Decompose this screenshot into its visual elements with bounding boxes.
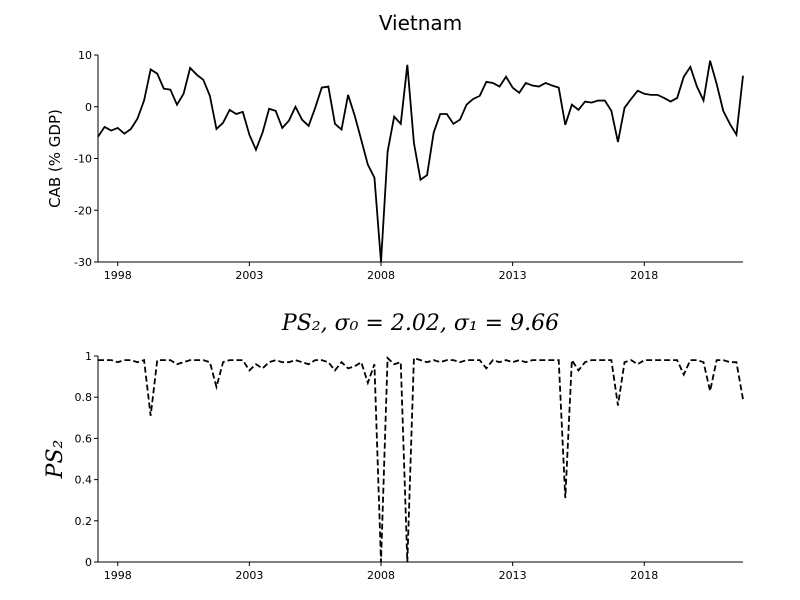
x-tick-label: 2013 xyxy=(499,569,527,582)
x-tick-label: 2008 xyxy=(367,269,395,282)
y-tick-label: 10 xyxy=(78,49,92,62)
data-line xyxy=(98,356,744,563)
x-tick-label: 1998 xyxy=(104,269,132,282)
y-tick-label: -20 xyxy=(74,204,92,217)
y-tick-label: -30 xyxy=(74,256,92,269)
x-tick-label: 2008 xyxy=(367,569,395,582)
x-tick-label: 1998 xyxy=(104,569,132,582)
y-tick-label: 0 xyxy=(85,556,92,569)
x-tick-label: 2003 xyxy=(235,569,263,582)
y-tick-label: 1 xyxy=(85,350,92,363)
y-tick-label: 0 xyxy=(85,101,92,114)
y-tick-label: 0.4 xyxy=(75,474,93,487)
x-tick-label: 2018 xyxy=(630,269,658,282)
y-tick-label: 0.2 xyxy=(75,515,93,528)
x-tick-label: 2013 xyxy=(499,269,527,282)
y-tick-label: 0.6 xyxy=(75,432,93,445)
y-axis-label: PS₂ xyxy=(43,440,68,480)
x-tick-label: 2003 xyxy=(235,269,263,282)
y-tick-label: -10 xyxy=(74,153,92,166)
y-axis-label: CAB (% GDP) xyxy=(46,109,64,208)
y-tick-label: 0.8 xyxy=(75,391,93,404)
data-line xyxy=(97,60,744,263)
chart-title: Vietnam xyxy=(379,11,462,35)
chart-title: PS₂, σ₀ = 2.02, σ₁ = 9.66 xyxy=(281,311,559,336)
x-tick-label: 2018 xyxy=(630,569,658,582)
